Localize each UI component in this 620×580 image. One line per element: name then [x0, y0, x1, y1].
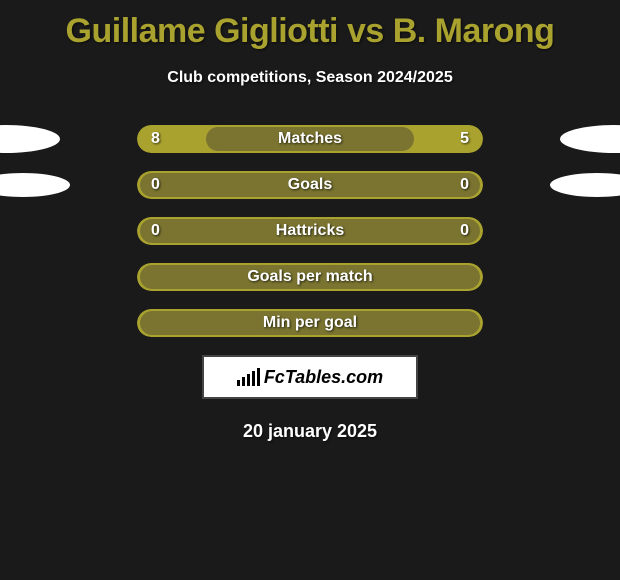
ellipse-left-icon — [0, 125, 60, 153]
stat-bar: Goals per match — [137, 263, 483, 291]
stat-value-left: 8 — [151, 130, 160, 148]
stat-label: Min per goal — [263, 314, 357, 332]
ellipse-left-icon — [0, 173, 70, 197]
logo-text: FcTables.com — [264, 367, 383, 388]
stat-label: Hattricks — [276, 222, 344, 240]
ellipse-right-icon — [550, 173, 620, 197]
stat-rows-container: 8 5 Matches 0 0 Goals 0 0 Hattricks Goals per mat… — [0, 125, 620, 337]
player-1-name: Guillame Gigliotti — [66, 12, 338, 50]
comparison-title: Guillame Gigliotti vs B. Marong — [0, 0, 620, 51]
stat-label: Matches — [278, 130, 342, 148]
stat-bar: 0 0 Goals — [137, 171, 483, 199]
stat-row: 0 0 Hattricks — [0, 217, 620, 245]
stat-value-right: 5 — [460, 130, 469, 148]
stat-bar: Min per goal — [137, 309, 483, 337]
logo-bars-icon — [237, 368, 260, 386]
stat-bar: 0 0 Hattricks — [137, 217, 483, 245]
stat-row: Min per goal — [0, 309, 620, 337]
ellipse-right-icon — [560, 125, 620, 153]
stat-value-right: 0 — [460, 222, 469, 240]
player-2-name: B. Marong — [393, 12, 555, 50]
stat-value-right: 0 — [460, 176, 469, 194]
stat-label: Goals per match — [247, 268, 372, 286]
date-text: 20 january 2025 — [0, 421, 620, 442]
logo: FcTables.com — [237, 367, 383, 388]
stat-row: Goals per match — [0, 263, 620, 291]
subtitle: Club competitions, Season 2024/2025 — [0, 69, 620, 87]
stat-row: 0 0 Goals — [0, 171, 620, 199]
logo-box: FcTables.com — [202, 355, 418, 399]
stat-value-left: 0 — [151, 176, 160, 194]
stat-bar: 8 5 Matches — [137, 125, 483, 153]
stat-value-left: 0 — [151, 222, 160, 240]
vs-text: vs — [347, 12, 384, 50]
stat-row: 8 5 Matches — [0, 125, 620, 153]
stat-label: Goals — [288, 176, 332, 194]
